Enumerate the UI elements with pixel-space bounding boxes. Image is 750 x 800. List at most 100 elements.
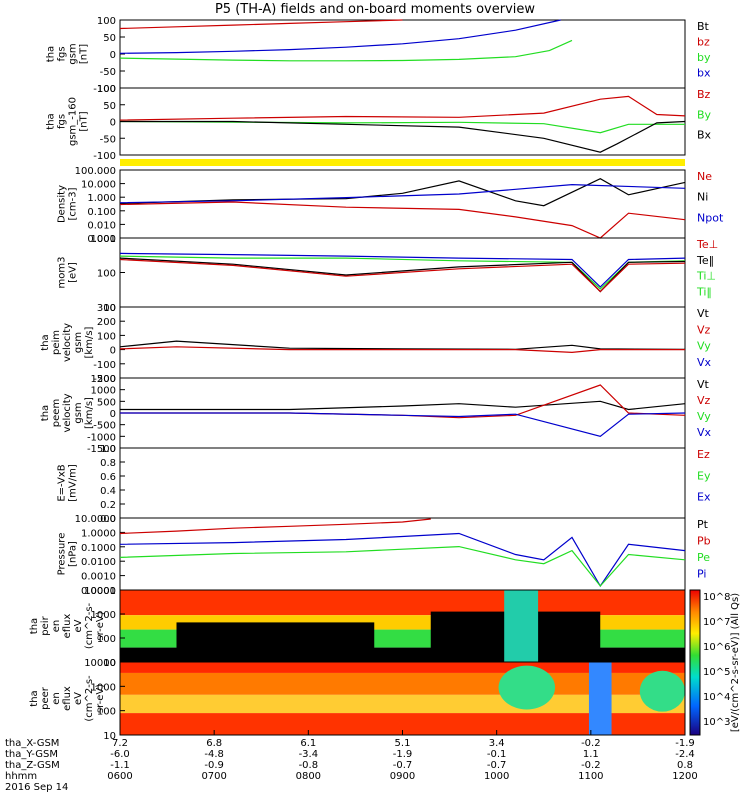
x-tick-label: 7.2 (112, 738, 128, 749)
spectrogram-blob (639, 670, 686, 712)
y-tick-label: 0.0010 (81, 572, 116, 583)
colorbar-tick-label: 10^6 (703, 642, 730, 653)
legend-label: Ni (697, 191, 708, 204)
y-tick-label: -50 (100, 134, 116, 145)
panel-frame (119, 447, 686, 519)
y-axis-label: gsm (73, 332, 84, 353)
y-axis-label: sr-eV) (95, 611, 106, 640)
y-tick-label: 10 (103, 731, 116, 742)
y-tick-label: 100 (97, 16, 116, 27)
x-axis-row-label: hhmm (5, 771, 37, 782)
legend-label: Vt (697, 378, 710, 391)
y-tick-label: 1000 (91, 386, 116, 397)
series-line (119, 39, 573, 62)
legend-label: Ne (697, 170, 712, 183)
y-tick-label: -100 (93, 360, 116, 371)
colorbar-tick-label: 10^8 (703, 592, 730, 603)
y-axis-label: fgs (57, 114, 68, 129)
y-axis-label: [cm-3] (68, 187, 79, 220)
y-axis-label: peer (40, 686, 51, 710)
legend-label: bz (697, 36, 710, 49)
y-tick-label: -1000 (87, 432, 116, 443)
y-axis-label: tha (29, 690, 40, 706)
legend-label: Bt (697, 20, 710, 33)
legend-label: Vy (697, 340, 711, 353)
series-line (119, 19, 561, 54)
y-tick-label: 1.0 (100, 444, 116, 455)
legend-label: Ex (697, 491, 711, 504)
spectrogram-burst (504, 590, 539, 662)
colorbar (689, 589, 701, 736)
y-tick-label: 0 (110, 50, 116, 61)
series-line (120, 400, 686, 411)
y-tick-label: 1000 (91, 682, 116, 693)
x-axis-row-label: tha_X-GSM (5, 738, 59, 749)
series-line (119, 518, 431, 535)
x-tick-label: 1000 (484, 771, 509, 782)
series-line (119, 19, 403, 30)
legend-label: Bx (697, 129, 712, 142)
y-axis-label: eflux (62, 614, 73, 639)
y-tick-label: 0.0001 (81, 586, 116, 597)
y-tick-label: 10000 (84, 586, 116, 597)
x-tick-label: -3.4 (299, 749, 319, 760)
y-axis-label: (cm^2-s- (84, 602, 95, 649)
x-tick-label: -0.2 (581, 738, 601, 749)
x-tick-label: 0700 (201, 771, 226, 782)
spectrogram-band (120, 590, 685, 616)
series-line (119, 252, 686, 288)
y-axis-label: eflux (62, 686, 73, 711)
colorbar-tick-label: 10^4 (703, 692, 730, 703)
y-axis-label: [km/s] (84, 326, 95, 358)
spectrogram-burst (588, 662, 612, 735)
y-tick-label: -500 (93, 421, 116, 432)
y-axis-label: peir (40, 615, 51, 635)
y-tick-label: 10 (103, 658, 116, 669)
y-tick-label: 200 (97, 317, 116, 328)
y-tick-label: 50 (103, 33, 116, 44)
y-axis-label: peem (51, 399, 62, 427)
chart-title: P5 (TH-A) fields and on-board moments ov… (214, 2, 536, 17)
legend-label: Vy (697, 410, 711, 423)
y-axis-label: fgs (57, 46, 68, 61)
y-axis-label: eV (73, 692, 84, 705)
y-axis-label: (cm^2-s- (84, 675, 95, 722)
series-line (120, 120, 686, 153)
y-tick-label: -100 (93, 84, 116, 95)
series-line (119, 257, 686, 293)
x-tick-label: 0900 (390, 771, 415, 782)
x-tick-label: -2.4 (675, 749, 695, 760)
spectrogram-band (120, 662, 685, 673)
y-tick-label: 1500 (91, 374, 116, 385)
colorbar-label: [eV/(cm^2-s-sr-eV)] (All Qs) (730, 593, 741, 732)
y-tick-label: 0 (110, 409, 116, 420)
legend-label: Pt (697, 518, 709, 531)
y-axis-label: Density (57, 185, 68, 223)
y-tick-label: -100 (93, 151, 116, 162)
x-tick-label: -1.9 (393, 749, 413, 760)
y-axis-label: tha (29, 618, 40, 634)
y-tick-label: 100 (97, 269, 116, 280)
y-axis-label: peim (51, 330, 62, 355)
x-tick-label: -0.1 (487, 749, 507, 760)
series-line (119, 95, 686, 121)
spectrogram-blob (498, 665, 556, 710)
y-tick-label: 1000 (91, 234, 116, 245)
y-axis-label: en (51, 620, 62, 633)
legend-label: Te⊥ (696, 238, 718, 251)
x-tick-label: 1100 (578, 771, 603, 782)
x-tick-label: 0800 (296, 771, 321, 782)
y-axis-label: [nPa] (68, 541, 79, 567)
x-tick-label: -1.1 (110, 760, 130, 771)
y-axis-label: velocity (62, 323, 73, 362)
series-line (119, 120, 685, 134)
x-axis-row-label: tha_Z-GSM (5, 760, 60, 771)
y-tick-label: 100 (97, 634, 116, 645)
y-tick-label: 0 (110, 118, 116, 129)
legend-label: Ey (697, 469, 711, 482)
y-tick-label: 10 (103, 303, 116, 314)
y-tick-label: 0.8 (100, 458, 116, 469)
y-tick-label: 10.000 (81, 180, 116, 191)
y-axis-label: [km/s] (84, 397, 95, 429)
